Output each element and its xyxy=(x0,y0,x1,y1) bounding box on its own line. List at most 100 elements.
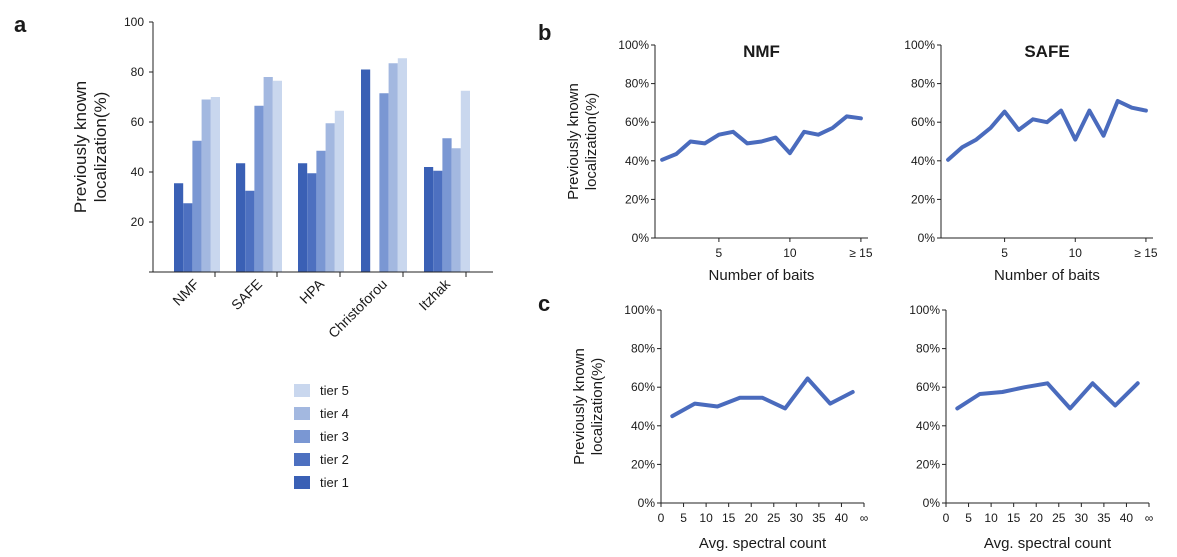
bar-nmf-tier4 xyxy=(201,99,211,272)
category-label-christoforou: Christoforou xyxy=(325,276,390,341)
x-tick-label: 20 xyxy=(745,511,759,525)
y-tick-label: 0% xyxy=(923,496,941,510)
y-tick-label: 0% xyxy=(632,231,650,245)
y-tick-label: 40% xyxy=(916,419,940,433)
legend-label-tier5: tier 5 xyxy=(320,383,349,398)
y-tick-label: 20 xyxy=(131,215,145,229)
y-axis-label-line: Previously known xyxy=(565,83,582,200)
legend-label-tier2: tier 2 xyxy=(320,452,349,467)
bar-hpa-tier2 xyxy=(307,173,317,272)
y-tick-label: 100% xyxy=(909,303,940,317)
bar-hpa-tier5 xyxy=(334,110,344,272)
x-tick-label: 40 xyxy=(1120,511,1134,525)
category-label-nmf: NMF xyxy=(169,276,202,309)
y-axis-label-line: localization(%) xyxy=(91,92,110,203)
bar-christoforou-tier3 xyxy=(379,93,389,272)
x-tick-label: 15 xyxy=(1007,511,1021,525)
x-tick-label: 5 xyxy=(1001,246,1008,260)
y-axis-label: Previously knownlocalization(%) xyxy=(565,83,600,200)
legend-label-tier1: tier 1 xyxy=(320,475,349,490)
y-tick-label: 0% xyxy=(638,496,656,510)
x-tick-label: 5 xyxy=(965,511,972,525)
y-tick-label: 80 xyxy=(131,65,145,79)
x-tick-label: ∞ xyxy=(860,511,869,525)
y-tick-label: 100% xyxy=(904,38,935,52)
bar-nmf-tier3 xyxy=(192,140,202,272)
x-tick-label: 15 xyxy=(722,511,736,525)
x-axis-label: Number of baits xyxy=(709,267,815,284)
y-tick-label: 60% xyxy=(916,380,940,394)
x-tick-label: 10 xyxy=(984,511,998,525)
panel-b-safe-line-chart: 0% 20% 40% 60% 80% 100% 5 10 ≥ 15 SAFE Number of b… xyxy=(904,38,1158,284)
panel-label-c: c xyxy=(538,291,550,316)
legend-swatch-tier2 xyxy=(294,453,310,466)
series-line xyxy=(670,376,855,419)
panel-c-right-line-chart: 0% 20% 40% 60% 80% 100% 0 5 10 15 20 25 30 35 40 ∞ Avg. … xyxy=(909,303,1153,552)
x-tick-label: 30 xyxy=(790,511,804,525)
x-tick-label: 5 xyxy=(716,246,723,260)
series-line xyxy=(955,381,1140,411)
x-tick-label: 10 xyxy=(1069,246,1083,260)
y-tick-label: 40% xyxy=(631,419,655,433)
bar-nmf-tier5 xyxy=(210,97,220,272)
x-tick-label: 35 xyxy=(1097,511,1111,525)
bar-safe-tier2 xyxy=(245,190,255,272)
bar-christoforou-tier4 xyxy=(388,63,398,272)
y-axis-label: Previously knownlocalization(%) xyxy=(71,81,110,213)
y-tick-label: 40% xyxy=(911,154,935,168)
bar-itzhak-tier2 xyxy=(433,170,443,272)
panel-label-a: a xyxy=(14,12,27,37)
bar-safe-tier1 xyxy=(236,163,246,272)
y-tick-label: 20% xyxy=(625,192,649,206)
y-tick-label: 60% xyxy=(625,115,649,129)
x-tick-label: ≥ 15 xyxy=(1134,246,1158,260)
bar-nmf-tier1 xyxy=(174,183,184,272)
panel-title: SAFE xyxy=(1024,42,1069,61)
bar-safe-tier5 xyxy=(272,80,282,272)
legend-swatch-tier4 xyxy=(294,407,310,420)
y-axis-label-line: Previously known xyxy=(571,348,588,465)
panel-label-b: b xyxy=(538,20,551,45)
y-tick-label: 80% xyxy=(911,77,935,91)
x-tick-label: 10 xyxy=(783,246,797,260)
y-tick-label: 20% xyxy=(916,457,940,471)
bar-safe-tier3 xyxy=(254,105,264,272)
y-tick-label: 60% xyxy=(911,115,935,129)
y-tick-label: 100% xyxy=(624,303,655,317)
panel-c-left-line-chart: 0% 20% 40% 60% 80% 100% 0 5 10 15 20 25 30 35 40 ∞ Avg. … xyxy=(571,303,868,552)
y-tick-label: 80% xyxy=(631,342,655,356)
x-tick-label: 5 xyxy=(680,511,687,525)
bar-itzhak-tier3 xyxy=(442,138,452,272)
x-tick-label: 25 xyxy=(1052,511,1066,525)
panel-b-nmf-line-chart: 0% 20% 40% 60% 80% 100% 5 10 ≥ 15 NMF Number of ba… xyxy=(565,38,873,284)
y-tick-label: 80% xyxy=(916,342,940,356)
legend-swatch-tier5 xyxy=(294,384,310,397)
x-tick-label: 0 xyxy=(658,511,665,525)
y-tick-label: 20% xyxy=(911,192,935,206)
bar-hpa-tier1 xyxy=(298,163,308,272)
legend-label-tier4: tier 4 xyxy=(320,406,349,421)
bar-itzhak-tier5 xyxy=(460,90,470,272)
bar-hpa-tier3 xyxy=(316,150,326,272)
bar-hpa-tier4 xyxy=(325,123,335,272)
legend-label-tier3: tier 3 xyxy=(320,429,349,444)
x-tick-label: 20 xyxy=(1030,511,1044,525)
bar-christoforou-tier5 xyxy=(397,58,407,272)
x-axis-label: Number of baits xyxy=(994,267,1100,284)
y-tick-label: 100% xyxy=(618,38,649,52)
bar-nmf-tier2 xyxy=(183,203,193,272)
y-tick-label: 40% xyxy=(625,154,649,168)
x-tick-label: 30 xyxy=(1075,511,1089,525)
y-axis-label-line: Previously known xyxy=(71,81,90,213)
y-tick-label: 60% xyxy=(631,380,655,394)
y-axis-label-line: localization(%) xyxy=(583,93,600,191)
panel-title: NMF xyxy=(743,42,780,61)
category-label-itzhak: Itzhak xyxy=(415,275,453,313)
category-label-safe: SAFE xyxy=(228,276,265,313)
series-line xyxy=(946,99,1148,162)
y-tick-label: 80% xyxy=(625,77,649,91)
bar-safe-tier4 xyxy=(263,77,273,272)
x-tick-label: 10 xyxy=(699,511,713,525)
bar-christoforou-tier1 xyxy=(361,69,371,272)
